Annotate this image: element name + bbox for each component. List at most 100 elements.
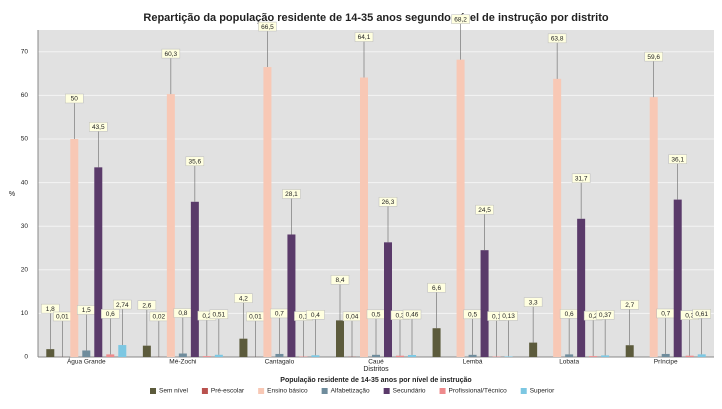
bar <box>190 201 199 357</box>
legend-swatch <box>383 388 390 394</box>
data-label: 50 <box>71 96 79 103</box>
data-label: 1,8 <box>46 306 55 313</box>
legend-label: Pré-escolar <box>211 388 245 395</box>
data-label: 0,04 <box>346 314 359 321</box>
bar <box>287 234 296 357</box>
y-axis-label: % <box>9 191 15 198</box>
bar <box>311 355 320 357</box>
data-label: 0,8 <box>178 310 187 317</box>
bar <box>685 355 694 357</box>
label-box <box>137 300 157 310</box>
legend-swatch <box>439 388 446 394</box>
label-box <box>354 32 374 42</box>
data-label: 59,6 <box>647 54 660 61</box>
y-tick-label: 40 <box>21 179 29 186</box>
y-tick-label: 0 <box>24 354 28 361</box>
data-label: 0,5 <box>468 312 477 319</box>
data-label: 0,1 <box>299 313 308 320</box>
legend-label: Sem nível <box>159 388 188 395</box>
data-label: 0,02 <box>153 314 166 321</box>
bar <box>372 354 380 357</box>
bar <box>142 345 151 357</box>
x-tick-label: Lembá <box>463 359 483 366</box>
bar <box>577 218 586 357</box>
bar <box>625 345 634 357</box>
data-label: 0,01 <box>56 314 69 321</box>
bar <box>565 354 574 357</box>
legend-label: Profissional/Técnico <box>449 388 508 395</box>
label-box <box>620 299 639 310</box>
legend-swatch <box>520 388 527 394</box>
bar <box>601 355 610 357</box>
label-box <box>306 310 325 320</box>
data-label: 0,5 <box>371 312 380 319</box>
label-box <box>692 309 711 319</box>
label-box <box>65 93 84 104</box>
legend-label: Secundário <box>393 388 426 395</box>
label-box <box>378 197 398 207</box>
legend-label: Alfabetização <box>331 388 370 395</box>
data-label: 0,4 <box>311 312 320 319</box>
bar <box>94 167 103 357</box>
bar <box>106 354 115 357</box>
data-label: 60,3 <box>165 51 178 58</box>
bar <box>661 353 670 357</box>
legend-label: Superior <box>530 388 555 395</box>
data-label: 0,61 <box>695 311 708 318</box>
data-label: 2,7 <box>625 302 634 309</box>
bar <box>275 353 284 357</box>
bar <box>384 242 392 357</box>
x-tick-label: Cantagalo <box>265 359 295 366</box>
data-label: 26,3 <box>382 199 395 206</box>
bar <box>202 356 211 357</box>
x-tick-label: Água Grande <box>67 357 106 366</box>
label-box <box>668 154 687 164</box>
label-box <box>101 309 120 319</box>
bar <box>396 355 404 357</box>
bar <box>239 338 248 357</box>
label-box <box>547 33 567 44</box>
data-label: 35,6 <box>189 159 202 166</box>
bar <box>166 94 175 357</box>
data-label: 24,5 <box>478 207 491 214</box>
data-label: 0,13 <box>502 313 515 320</box>
x-axis-label: Distritos <box>363 366 389 373</box>
bar <box>432 328 441 357</box>
data-label: 0,37 <box>599 312 612 319</box>
bar <box>589 356 598 357</box>
data-label: 0,3 <box>395 312 404 319</box>
bar <box>82 350 91 357</box>
bar <box>480 250 489 357</box>
legend-swatch <box>201 388 208 394</box>
label-box <box>41 303 60 314</box>
bar <box>360 77 368 358</box>
data-label: 8,4 <box>335 277 344 284</box>
label-box <box>571 173 591 184</box>
x-tick-label: Mé-Zochi <box>169 359 196 366</box>
bar <box>649 97 658 358</box>
y-tick-label: 30 <box>21 223 29 230</box>
bar <box>673 199 682 357</box>
bar <box>46 349 55 357</box>
chart-title: Repartição da população residente de 14-… <box>143 12 608 24</box>
legend-label: Ensino básico <box>267 388 308 395</box>
label-box <box>427 282 446 293</box>
data-label: 0,7 <box>275 311 284 318</box>
label-box <box>330 275 350 285</box>
data-label: 0,7 <box>661 311 670 318</box>
label-box <box>89 122 108 132</box>
data-label: 2,6 <box>142 302 151 309</box>
data-label: 0,51 <box>213 311 226 318</box>
y-tick-label: 50 <box>21 136 29 143</box>
data-label: 28,1 <box>285 191 298 198</box>
data-label: 2,74 <box>116 302 129 309</box>
bar <box>214 354 223 357</box>
legend-swatch <box>321 388 328 394</box>
y-tick-label: 10 <box>21 310 29 317</box>
label-box <box>209 309 229 320</box>
data-label: 0,6 <box>106 311 115 318</box>
label-box <box>451 14 470 24</box>
bar <box>456 59 465 357</box>
data-label: 6,6 <box>432 285 441 292</box>
y-tick-label: 20 <box>21 267 29 274</box>
